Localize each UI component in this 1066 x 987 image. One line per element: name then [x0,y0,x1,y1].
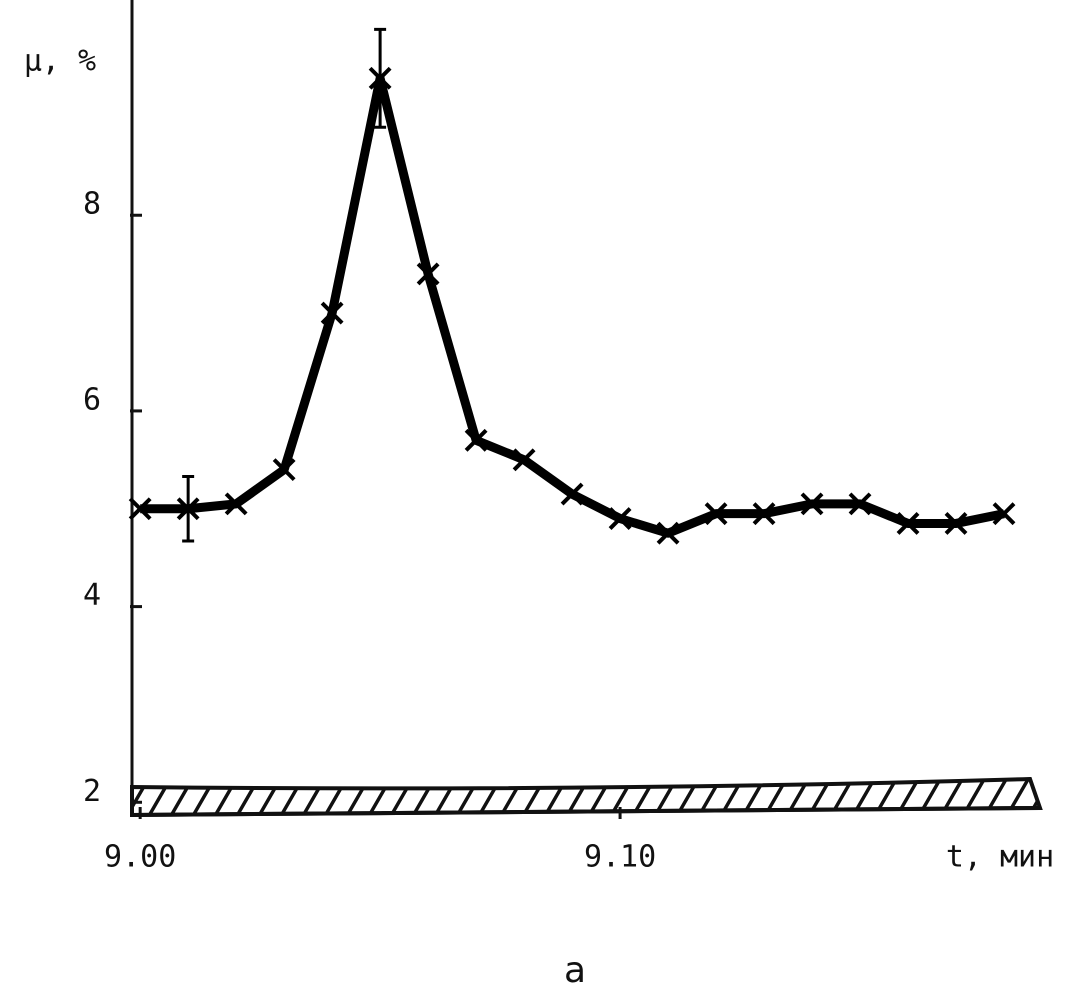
data-marker [704,502,728,526]
y-tick-label: 2 [83,774,101,809]
data-marker [944,512,968,535]
x-tick-label: 9.00 [104,840,176,875]
data-marker [224,492,248,516]
data-marker [752,502,776,526]
data-marker [992,502,1016,526]
error-bar [182,474,195,543]
y-tick-label: 6 [83,382,101,417]
y-tick-label: 8 [83,187,101,222]
y-axis-label: μ, % [24,44,96,79]
data-marker [896,512,920,535]
data-marker [848,492,872,516]
x-tick-label: 9.10 [584,840,656,875]
hatched-band [130,776,1043,818]
data-marker [608,507,632,530]
error-bar [374,27,387,129]
data-marker [272,458,296,482]
x-axis-label: t, мин [946,840,1054,875]
data-line [140,73,1005,538]
data-marker [656,521,680,545]
data-marker [512,448,536,472]
data-marker [320,301,344,325]
caption: а [564,950,586,987]
x-axis [131,806,1041,817]
data-marker [128,497,152,521]
data-marker [416,262,440,286]
y-tick-label: 4 [83,578,101,613]
data-marker [800,492,824,516]
data-marker [560,482,584,506]
data-marker [464,428,488,452]
